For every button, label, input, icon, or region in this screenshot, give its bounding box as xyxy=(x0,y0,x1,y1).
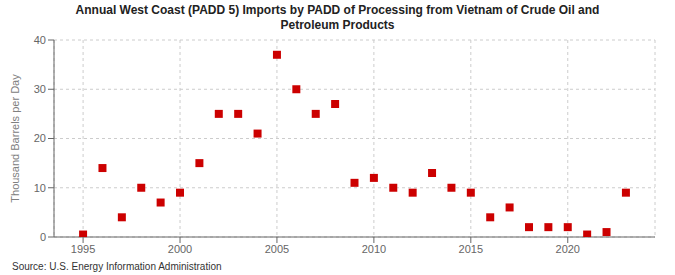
svg-text:2020: 2020 xyxy=(556,243,580,255)
svg-text:Thousand Barrels per Day: Thousand Barrels per Day xyxy=(9,74,21,203)
svg-text:2000: 2000 xyxy=(168,243,192,255)
svg-text:40: 40 xyxy=(34,34,46,46)
svg-text:2015: 2015 xyxy=(459,243,483,255)
svg-text:2005: 2005 xyxy=(265,243,289,255)
svg-text:10: 10 xyxy=(34,182,46,194)
svg-text:2010: 2010 xyxy=(362,243,386,255)
svg-text:30: 30 xyxy=(34,83,46,95)
svg-text:20: 20 xyxy=(34,132,46,144)
svg-text:0: 0 xyxy=(40,231,46,243)
svg-text:1995: 1995 xyxy=(71,243,95,255)
html-text:Petroleum Products: Petroleum Products xyxy=(280,18,395,32)
html-text:Source: U.S. Energy Informatio: Source: U.S. Energy Information Administ… xyxy=(12,261,222,272)
html-text:Annual West Coast (PADD 5) Imp: Annual West Coast (PADD 5) Imports by PA… xyxy=(75,3,600,17)
